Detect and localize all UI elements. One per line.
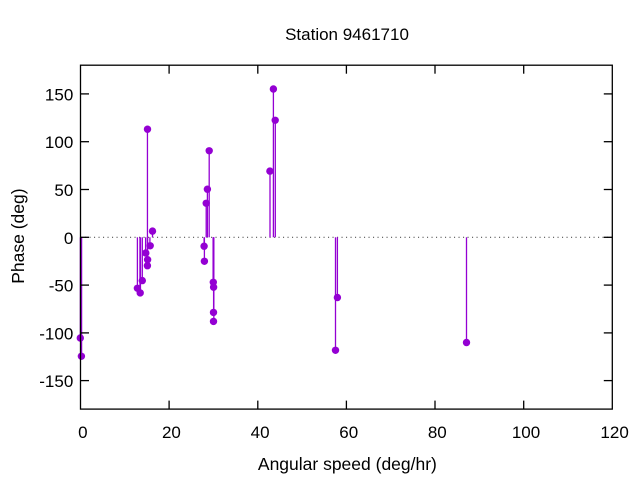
svg-text:0: 0 bbox=[78, 423, 87, 442]
svg-text:-50: -50 bbox=[49, 277, 74, 296]
svg-text:-100: -100 bbox=[39, 324, 73, 343]
svg-text:50: 50 bbox=[54, 181, 73, 200]
svg-text:120: 120 bbox=[600, 423, 628, 442]
svg-text:80: 80 bbox=[428, 423, 447, 442]
svg-text:60: 60 bbox=[339, 423, 358, 442]
svg-text:Phase (deg): Phase (deg) bbox=[8, 188, 28, 283]
svg-text:100: 100 bbox=[45, 133, 73, 152]
svg-text:40: 40 bbox=[251, 423, 270, 442]
svg-text:20: 20 bbox=[162, 423, 181, 442]
svg-text:-150: -150 bbox=[39, 372, 73, 391]
svg-text:Station 9461710: Station 9461710 bbox=[285, 25, 409, 44]
svg-text:100: 100 bbox=[512, 423, 540, 442]
svg-text:150: 150 bbox=[45, 85, 73, 104]
svg-text:0: 0 bbox=[64, 229, 73, 248]
svg-text:Angular speed (deg/hr): Angular speed (deg/hr) bbox=[258, 454, 437, 474]
